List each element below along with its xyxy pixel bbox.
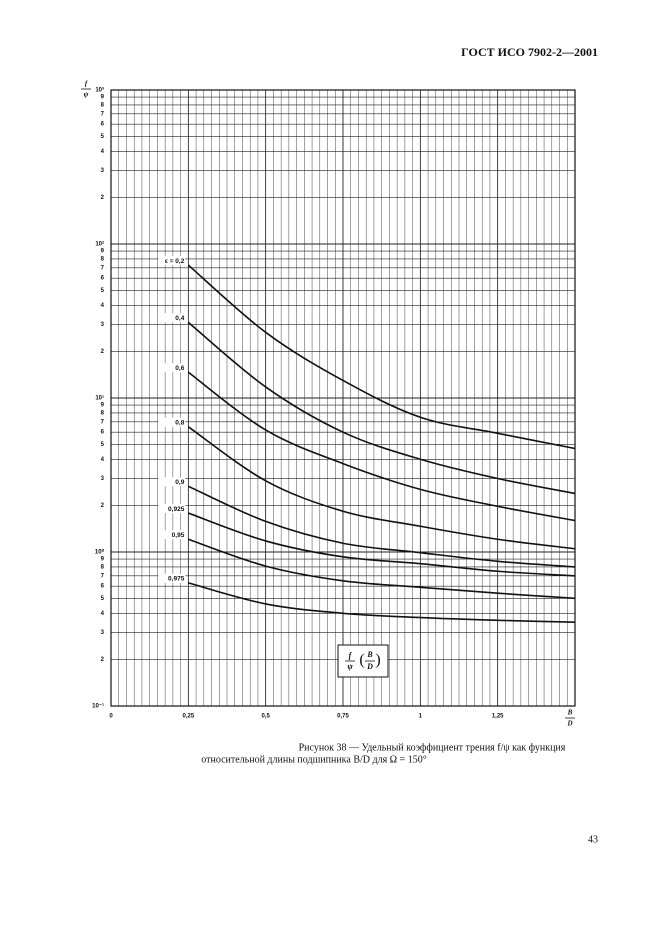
annotation-text: ψ: [347, 662, 353, 671]
y-tick-label: 2: [101, 195, 105, 201]
header: ГОСТ ИСО 7902-2—2001: [461, 45, 598, 59]
y-label-num: f: [85, 80, 88, 88]
series-label: 0,4: [175, 315, 184, 322]
y-tick-label: 9: [101, 403, 105, 409]
y-tick-label: 2: [101, 349, 105, 355]
curve: [187, 321, 576, 495]
caption-line: относительной длины подшипника B/D для Ω…: [201, 754, 427, 765]
y-tick-label: 5: [101, 288, 105, 294]
y-tick-label: 9: [101, 95, 105, 101]
caption-line: Рисунок 38 — Удельный коэффициент трения…: [299, 742, 566, 753]
series-label: 0,6: [175, 365, 184, 372]
curve: [188, 538, 576, 600]
y-tick-label: 7: [101, 111, 105, 117]
paren: (: [359, 652, 364, 669]
y-tick-label: 5: [101, 442, 105, 448]
series-label: 0,8: [175, 420, 184, 427]
label-bg: [158, 573, 186, 583]
y-tick-label: 10¹: [95, 395, 104, 402]
label-bg: [158, 477, 186, 487]
y-tick-label: 6: [101, 430, 105, 436]
curve: [188, 512, 576, 577]
y-tick-label: 3: [101, 476, 105, 482]
x-tick-label: 1: [419, 714, 423, 720]
x-label-den: D: [566, 720, 572, 728]
y-tick-label: 10³: [95, 87, 104, 94]
plot-frame: [110, 89, 576, 707]
annotation-text: D: [366, 662, 373, 671]
curve: [188, 485, 576, 568]
y-tick-label: 5: [101, 596, 105, 602]
y-tick-label: 10⁰: [95, 549, 105, 556]
y-tick-label: 4: [101, 611, 105, 617]
y-tick-label: 2: [101, 657, 105, 663]
paren: ): [375, 652, 380, 669]
y-tick-label: 5: [101, 134, 105, 140]
series-label: 0,9: [175, 479, 184, 486]
series-label: ε = 0,2: [165, 258, 185, 265]
y-tick-label: 8: [101, 257, 105, 263]
y-tick-label: 3: [101, 322, 105, 328]
x-tick-label: 1,25: [492, 714, 504, 720]
y-tick-label: 3: [101, 630, 105, 636]
y-tick-label: 7: [101, 419, 105, 425]
page-number: 43: [588, 834, 598, 845]
y-tick-label: 7: [101, 265, 105, 271]
y-tick-label: 10²: [95, 241, 104, 248]
y-tick-label: 2: [101, 503, 105, 509]
curve: [187, 371, 576, 522]
y-tick-label: 8: [101, 411, 105, 417]
y-tick-label: 7: [101, 573, 105, 579]
label-bg: [158, 313, 186, 323]
annotation-text: B: [366, 650, 373, 659]
y-tick-label: 9: [101, 249, 105, 255]
y-tick-label: 6: [101, 122, 105, 128]
y-tick-label: 4: [101, 457, 105, 463]
y-tick-label: 6: [101, 276, 105, 282]
label-bg: [158, 504, 186, 514]
series-label: 0,975: [168, 576, 185, 583]
y-tick-label: 3: [101, 168, 105, 174]
x-tick-label: 0,25: [182, 714, 194, 720]
curve: [188, 582, 576, 624]
x-label-num: B: [567, 709, 573, 717]
series-label: 0,95: [172, 532, 185, 539]
curve: [187, 426, 576, 550]
y-tick-label: 8: [101, 103, 105, 109]
x-tick-label: 0: [109, 714, 113, 720]
annotation-text: f: [349, 651, 353, 660]
label-bg: [158, 530, 186, 540]
x-tick-label: 0,75: [337, 714, 349, 720]
y-label-den: ψ: [84, 91, 89, 99]
y-tick-label: 8: [101, 565, 105, 571]
label-bg: [158, 417, 186, 427]
series-label: 0,925: [168, 506, 185, 513]
curve: [187, 264, 576, 450]
y-tick-label: 10⁻¹: [92, 703, 104, 710]
y-tick-label: 4: [101, 149, 105, 155]
label-bg: [158, 256, 186, 266]
label-bg: [158, 363, 186, 373]
y-tick-label: 4: [101, 303, 105, 309]
y-tick-label: 6: [101, 584, 105, 590]
y-tick-label: 9: [101, 557, 105, 563]
x-tick-label: 0,5: [261, 714, 270, 720]
